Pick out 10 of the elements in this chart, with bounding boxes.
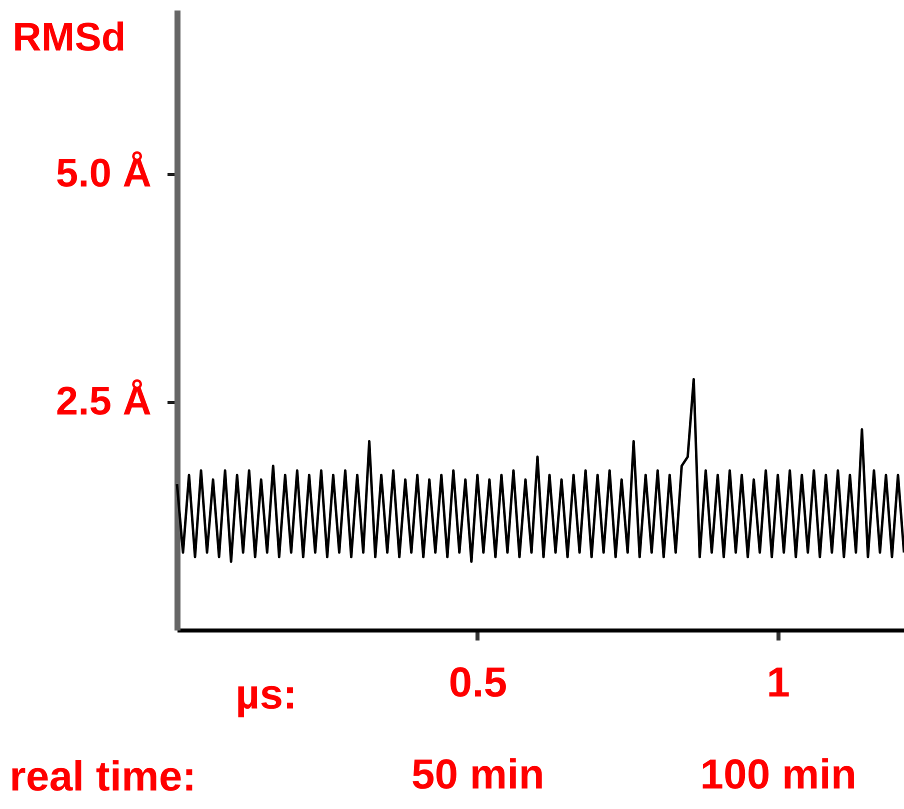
x-tick-label: 0.5 — [448, 658, 508, 706]
x-axis-title: µs: — [236, 670, 298, 718]
y-tick-label: 2.5 Å — [56, 378, 152, 424]
y-tick-label: 5.0 Å — [56, 150, 152, 196]
x2-axis-title: real time: — [10, 752, 196, 800]
line-series — [176, 378, 904, 563]
y-axis-title: RMSd — [12, 16, 126, 60]
x2-tick-label: 100 min — [700, 750, 857, 798]
x-tick-label: 1 — [766, 658, 790, 706]
x2-tick-label: 50 min — [411, 750, 544, 798]
